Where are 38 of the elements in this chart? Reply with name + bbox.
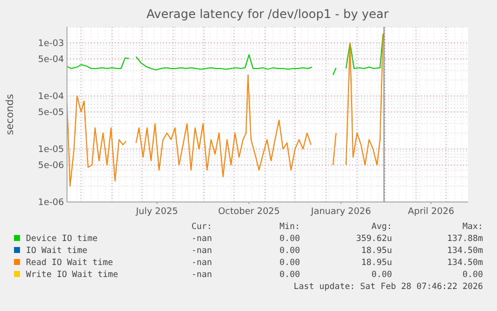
text: 0.00 (280, 270, 300, 280)
text: -nan (192, 246, 212, 256)
legend-label: IO Wait time (26, 246, 88, 256)
text: 18.95u (361, 258, 392, 268)
text: Avg: (372, 222, 392, 232)
y-axis-title: seconds (5, 94, 16, 135)
y-tick-label: 5e-04 (38, 55, 64, 66)
y-tick-label: 5e-05 (38, 108, 64, 118)
legend-label: Read IO Wait time (26, 258, 113, 268)
x-tick-label: July 2025 (135, 207, 178, 217)
x-tick-label: April 2026 (408, 207, 454, 217)
text: 0.00 (372, 270, 392, 280)
y-tick-label: 5e-06 (38, 161, 64, 172)
y-tick-label: 1e-06 (38, 198, 64, 208)
text: 134.50m (447, 246, 483, 256)
text: 134.50m (447, 258, 483, 268)
x-tick-label: October 2025 (218, 207, 280, 217)
y-tick-label: 1e-04 (38, 92, 64, 102)
y-tick-label: 1e-03 (38, 39, 64, 50)
text: 0.00 (280, 258, 300, 268)
text: -nan (192, 258, 212, 268)
text: 359.62u (356, 234, 392, 244)
text: Last update: Sat Feb 28 07:46:22 2026 (294, 282, 483, 292)
text: Max: (462, 222, 483, 232)
text: 0.00 (280, 246, 300, 256)
y-tick-label: 1e-05 (38, 145, 64, 156)
legend-label: Device IO time (26, 234, 98, 244)
text: 0.00 (462, 270, 483, 280)
chart-title: Average latency for /dev/loop1 - by year (146, 7, 389, 21)
text: -nan (192, 270, 212, 280)
text: 0.00 (280, 234, 300, 244)
text: Cur: (192, 222, 212, 232)
text: -nan (192, 234, 212, 244)
text: 137.88m (447, 234, 483, 244)
text: Min: (280, 222, 300, 232)
text: 18.95u (361, 246, 392, 256)
x-tick-label: January 2026 (310, 207, 372, 217)
legend-label: Write IO Wait time (26, 270, 118, 280)
